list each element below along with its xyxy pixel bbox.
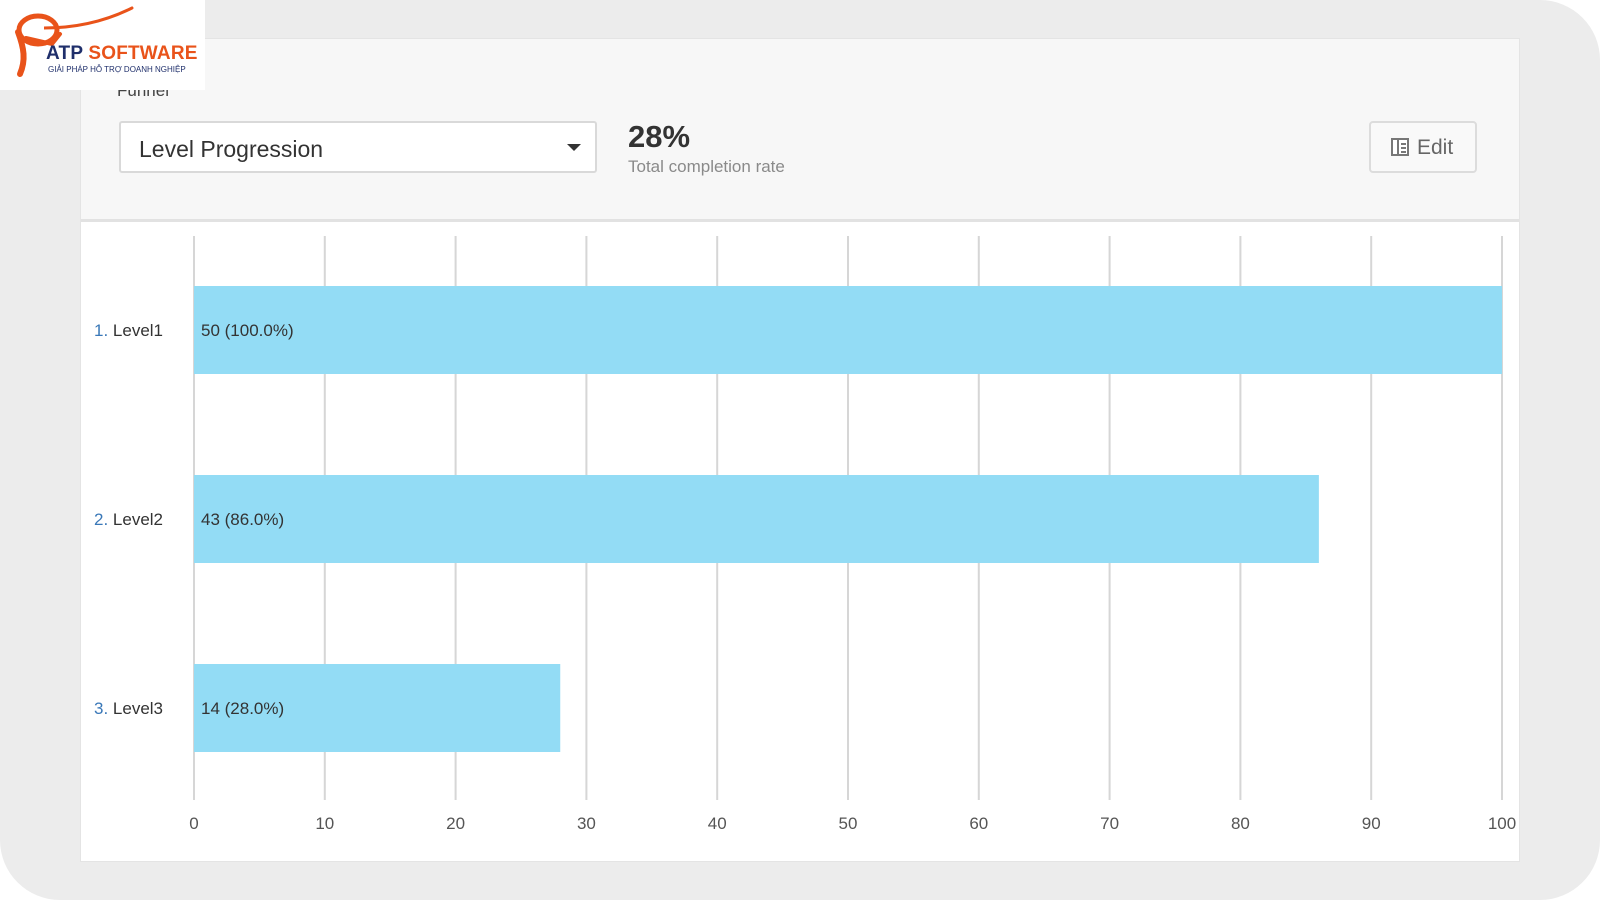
logo-brand-primary: ATP bbox=[46, 43, 83, 64]
edit-button-label: Edit bbox=[1417, 136, 1454, 159]
category-number: 1. bbox=[94, 321, 113, 340]
funnel-select[interactable]: Level Progression bbox=[119, 121, 597, 173]
edit-icon bbox=[1391, 138, 1409, 156]
x-tick-label: 80 bbox=[1231, 814, 1250, 833]
category-label: 2. Level2 bbox=[94, 510, 163, 529]
atp-software-logo: ATP SOFTWARE GIẢI PHÁP HỖ TRỢ DOANH NGHI… bbox=[0, 0, 205, 90]
x-tick-label: 100 bbox=[1488, 814, 1516, 833]
x-tick-label: 90 bbox=[1362, 814, 1381, 833]
x-tick-label: 60 bbox=[969, 814, 988, 833]
x-tick-label: 10 bbox=[315, 814, 334, 833]
bar-value-label: 50 (100.0%) bbox=[201, 321, 294, 340]
category-name: Level1 bbox=[113, 321, 163, 340]
completion-rate-value: 28% bbox=[628, 119, 691, 154]
bar-value-label: 14 (28.0%) bbox=[201, 699, 284, 718]
x-tick-label: 30 bbox=[577, 814, 596, 833]
x-tick-label: 50 bbox=[839, 814, 858, 833]
x-tick-label: 0 bbox=[189, 814, 198, 833]
x-tick-label: 70 bbox=[1100, 814, 1119, 833]
category-name: Level3 bbox=[113, 699, 163, 718]
x-tick-label: 20 bbox=[446, 814, 465, 833]
edit-button[interactable]: Edit bbox=[1369, 121, 1477, 173]
funnel-bar bbox=[194, 475, 1319, 563]
category-number: 2. bbox=[94, 510, 113, 529]
x-tick-label: 40 bbox=[708, 814, 727, 833]
logo-swoosh-icon bbox=[44, 6, 134, 30]
logo-brand-secondary: SOFTWARE bbox=[88, 43, 198, 64]
caret-down-icon bbox=[567, 144, 581, 151]
category-label: 3. Level3 bbox=[94, 699, 163, 718]
category-label: 1. Level1 bbox=[94, 321, 163, 340]
completion-rate-caption: Total completion rate bbox=[628, 157, 785, 176]
bar-value-label: 43 (86.0%) bbox=[201, 510, 284, 529]
logo-brand: ATP SOFTWARE bbox=[46, 43, 198, 65]
category-name: Level2 bbox=[113, 510, 163, 529]
category-number: 3. bbox=[94, 699, 113, 718]
funnel-bar bbox=[194, 286, 1502, 374]
logo-tagline: GIẢI PHÁP HỖ TRỢ DOANH NGHIỆP bbox=[48, 65, 186, 74]
logo-mark-icon bbox=[15, 13, 62, 77]
panel-header: Funnel Level Progression 28% Total compl… bbox=[81, 39, 1519, 222]
funnel-select-value: Level Progression bbox=[139, 136, 324, 162]
funnel-bar bbox=[194, 664, 561, 752]
